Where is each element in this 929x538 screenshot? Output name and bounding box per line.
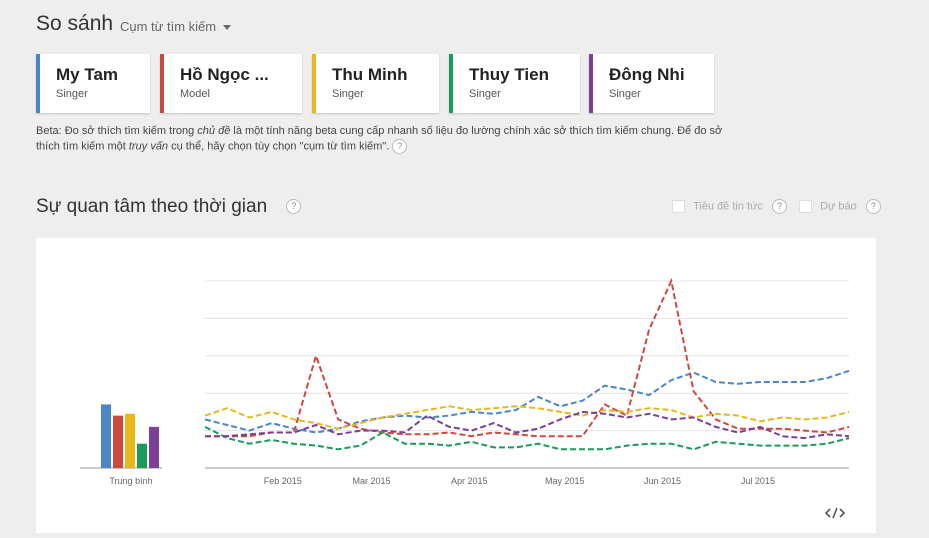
beta-note: Beta: Đo sở thích tìm kiếm trong chủ đề … <box>36 124 736 154</box>
term-type: Singer <box>469 88 501 100</box>
term-type: Singer <box>609 88 641 100</box>
option-label: Dự báo <box>820 200 857 213</box>
option-label: Tiêu đề tin tức <box>693 200 763 213</box>
x-tick-label: Jun 2015 <box>644 476 681 486</box>
x-tick-label: May 2015 <box>545 476 585 486</box>
term-type: Singer <box>56 88 88 100</box>
checkbox[interactable] <box>672 200 685 213</box>
section-title: Sự quan tâm theo thời gian ? <box>36 196 302 218</box>
x-tick-label: Apr 2015 <box>451 476 488 486</box>
note-text: Beta: Đo sở thích tìm kiếm trong <box>36 125 198 137</box>
help-icon[interactable]: ? <box>865 199 881 214</box>
average-label: Trung bình <box>109 476 152 486</box>
series-line <box>205 410 850 440</box>
series-line <box>204 426 850 451</box>
term-card[interactable]: Thuy Tien Singer <box>449 54 580 113</box>
series-line <box>204 405 850 430</box>
note-text: cụ thể, hãy chọn tùy chọn "cụm từ tìm ki… <box>168 140 390 153</box>
series-line <box>204 369 850 434</box>
compare-dropdown[interactable]: Cụm từ tìm kiếm <box>120 19 231 34</box>
page-title: So sánh <box>36 12 114 35</box>
chart-panel: Feb 2015 Mar 2015 Apr 2015 May 2015 Jun 2015… <box>36 238 876 533</box>
checkbox[interactable] <box>799 200 812 213</box>
series-line <box>205 277 850 438</box>
news-option[interactable]: Tiêu đề tin tức ? <box>672 199 787 214</box>
term-name: Thu Minh <box>332 65 408 84</box>
term-type: Model <box>180 88 210 100</box>
x-tick-label: Mar 2015 <box>353 476 391 486</box>
term-type: Singer <box>332 88 364 100</box>
term-card[interactable]: Thu Minh Singer <box>312 54 439 113</box>
section-title-text: Sự quan tâm theo thời gian <box>36 196 268 217</box>
term-name: Thuy Tien <box>469 65 549 84</box>
term-name: My Tam <box>56 65 119 84</box>
average-bar <box>149 426 159 468</box>
note-text: là một tính năng beta cung cấp nhanh số … <box>36 125 723 153</box>
average-bar <box>113 415 123 468</box>
note-text: truy vấn <box>128 140 169 153</box>
help-icon[interactable]: ? <box>772 199 787 214</box>
forecast-option[interactable]: Dự báo ? <box>799 199 881 214</box>
embed-icon[interactable] <box>824 507 846 519</box>
term-name: Hồ Ngọc ... <box>180 65 269 84</box>
term-name: Đông Nhi <box>609 65 685 84</box>
term-card[interactable]: Hồ Ngọc ... Model <box>160 54 302 113</box>
average-bar <box>137 443 147 468</box>
note-text: chủ đề <box>197 125 231 137</box>
help-icon[interactable]: ? <box>286 199 302 215</box>
x-tick-label: Feb 2015 <box>264 476 302 486</box>
average-bar <box>101 404 111 468</box>
x-tick-label: Jul 2015 <box>741 476 775 486</box>
help-icon[interactable]: ? <box>392 139 408 154</box>
chart: Feb 2015 Mar 2015 Apr 2015 May 2015 Jun 2015… <box>80 277 850 519</box>
term-card[interactable]: My Tam Singer <box>36 54 150 113</box>
average-bar <box>125 413 135 468</box>
term-card[interactable]: Đông Nhi Singer <box>589 54 714 113</box>
